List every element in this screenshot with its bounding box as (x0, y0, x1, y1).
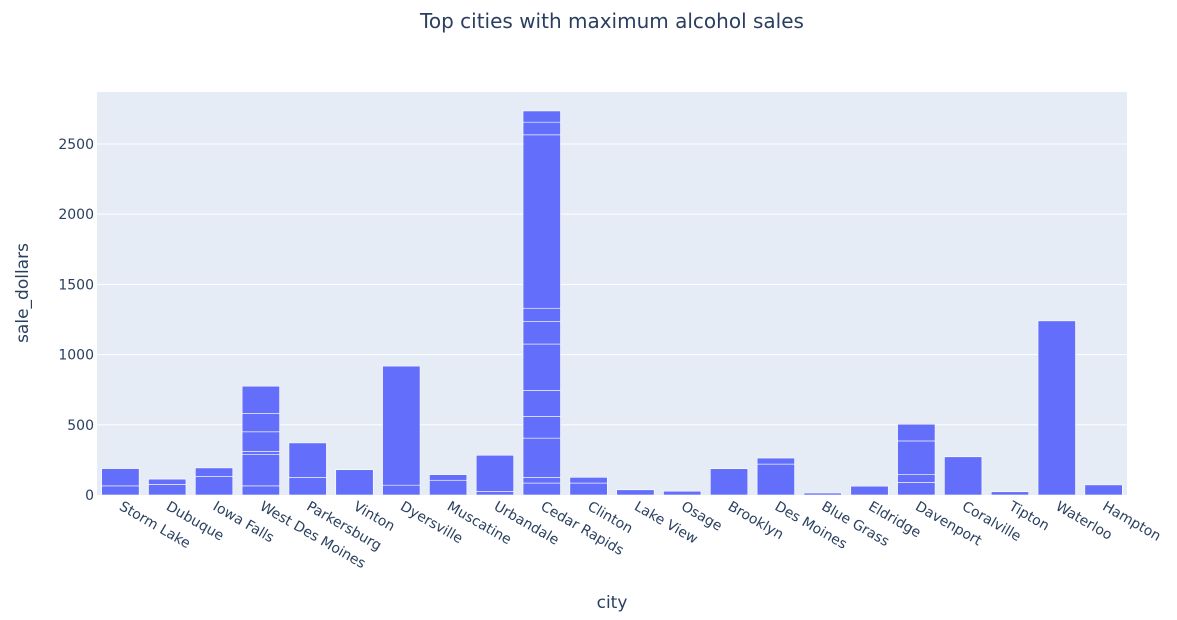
bar-segment (335, 469, 374, 496)
bar-segment (756, 463, 795, 496)
bar-segment (522, 321, 561, 345)
bar-segment (241, 453, 280, 487)
bar-segment (522, 437, 561, 478)
bar-segment (382, 365, 421, 486)
bar-segment (522, 110, 561, 123)
bar-segment (522, 482, 561, 496)
y-tick-label: 2000 (58, 207, 94, 223)
bar-segment (522, 416, 561, 439)
y-tick-label: 2500 (58, 137, 94, 153)
bar-segment (241, 413, 280, 433)
y-axis-title: sale_dollars (13, 243, 33, 343)
bar-segment (241, 485, 280, 496)
bar-segment (382, 484, 421, 496)
bar-segment (990, 491, 1029, 496)
bar-segment (522, 134, 561, 309)
bar-segment (710, 468, 749, 496)
bar-segment (241, 385, 280, 414)
bar-segment (944, 456, 983, 496)
y-tick-label: 1500 (58, 277, 94, 293)
bar-segment (288, 442, 327, 478)
bar-segment (897, 482, 936, 496)
bar-segment (897, 440, 936, 475)
bar-segment (897, 474, 936, 483)
bar-segment (522, 390, 561, 417)
bar-segment (850, 485, 889, 496)
bar-segment (288, 477, 327, 496)
bar-segment (148, 484, 187, 496)
x-axis-title: city (597, 593, 628, 613)
bar-segment (241, 431, 280, 452)
bar-segment (522, 343, 561, 391)
bar-segment (569, 482, 608, 496)
bar-segment (429, 479, 468, 496)
bar-segment (803, 492, 842, 496)
bar-segment (429, 474, 468, 481)
bars (101, 110, 1123, 496)
bar-segment (195, 467, 234, 477)
bar-segment (148, 478, 187, 485)
bar-segment (569, 477, 608, 484)
bar-segment (475, 454, 514, 492)
bar-segment (1037, 320, 1076, 496)
bar-segment (756, 457, 795, 465)
bar-segment (475, 491, 514, 496)
bar-segment (522, 121, 561, 136)
y-tick-labels: 0 500 1000 1500 2000 2500 (58, 137, 94, 504)
bar-segment (663, 490, 702, 496)
bar-segment (522, 477, 561, 484)
bar-segment (522, 307, 561, 322)
bar-segment (897, 423, 936, 442)
bar-segment (101, 468, 140, 487)
bar-segment (101, 485, 140, 496)
bar-segment (195, 476, 234, 496)
bar-segment (241, 451, 280, 455)
bar-segment (616, 489, 655, 496)
bar-segment (1084, 484, 1123, 496)
y-tick-label: 0 (85, 488, 94, 504)
y-tick-label: 500 (67, 418, 94, 434)
chart-title: Top cities with maximum alcohol sales (419, 9, 804, 33)
y-tick-label: 1000 (58, 348, 94, 364)
